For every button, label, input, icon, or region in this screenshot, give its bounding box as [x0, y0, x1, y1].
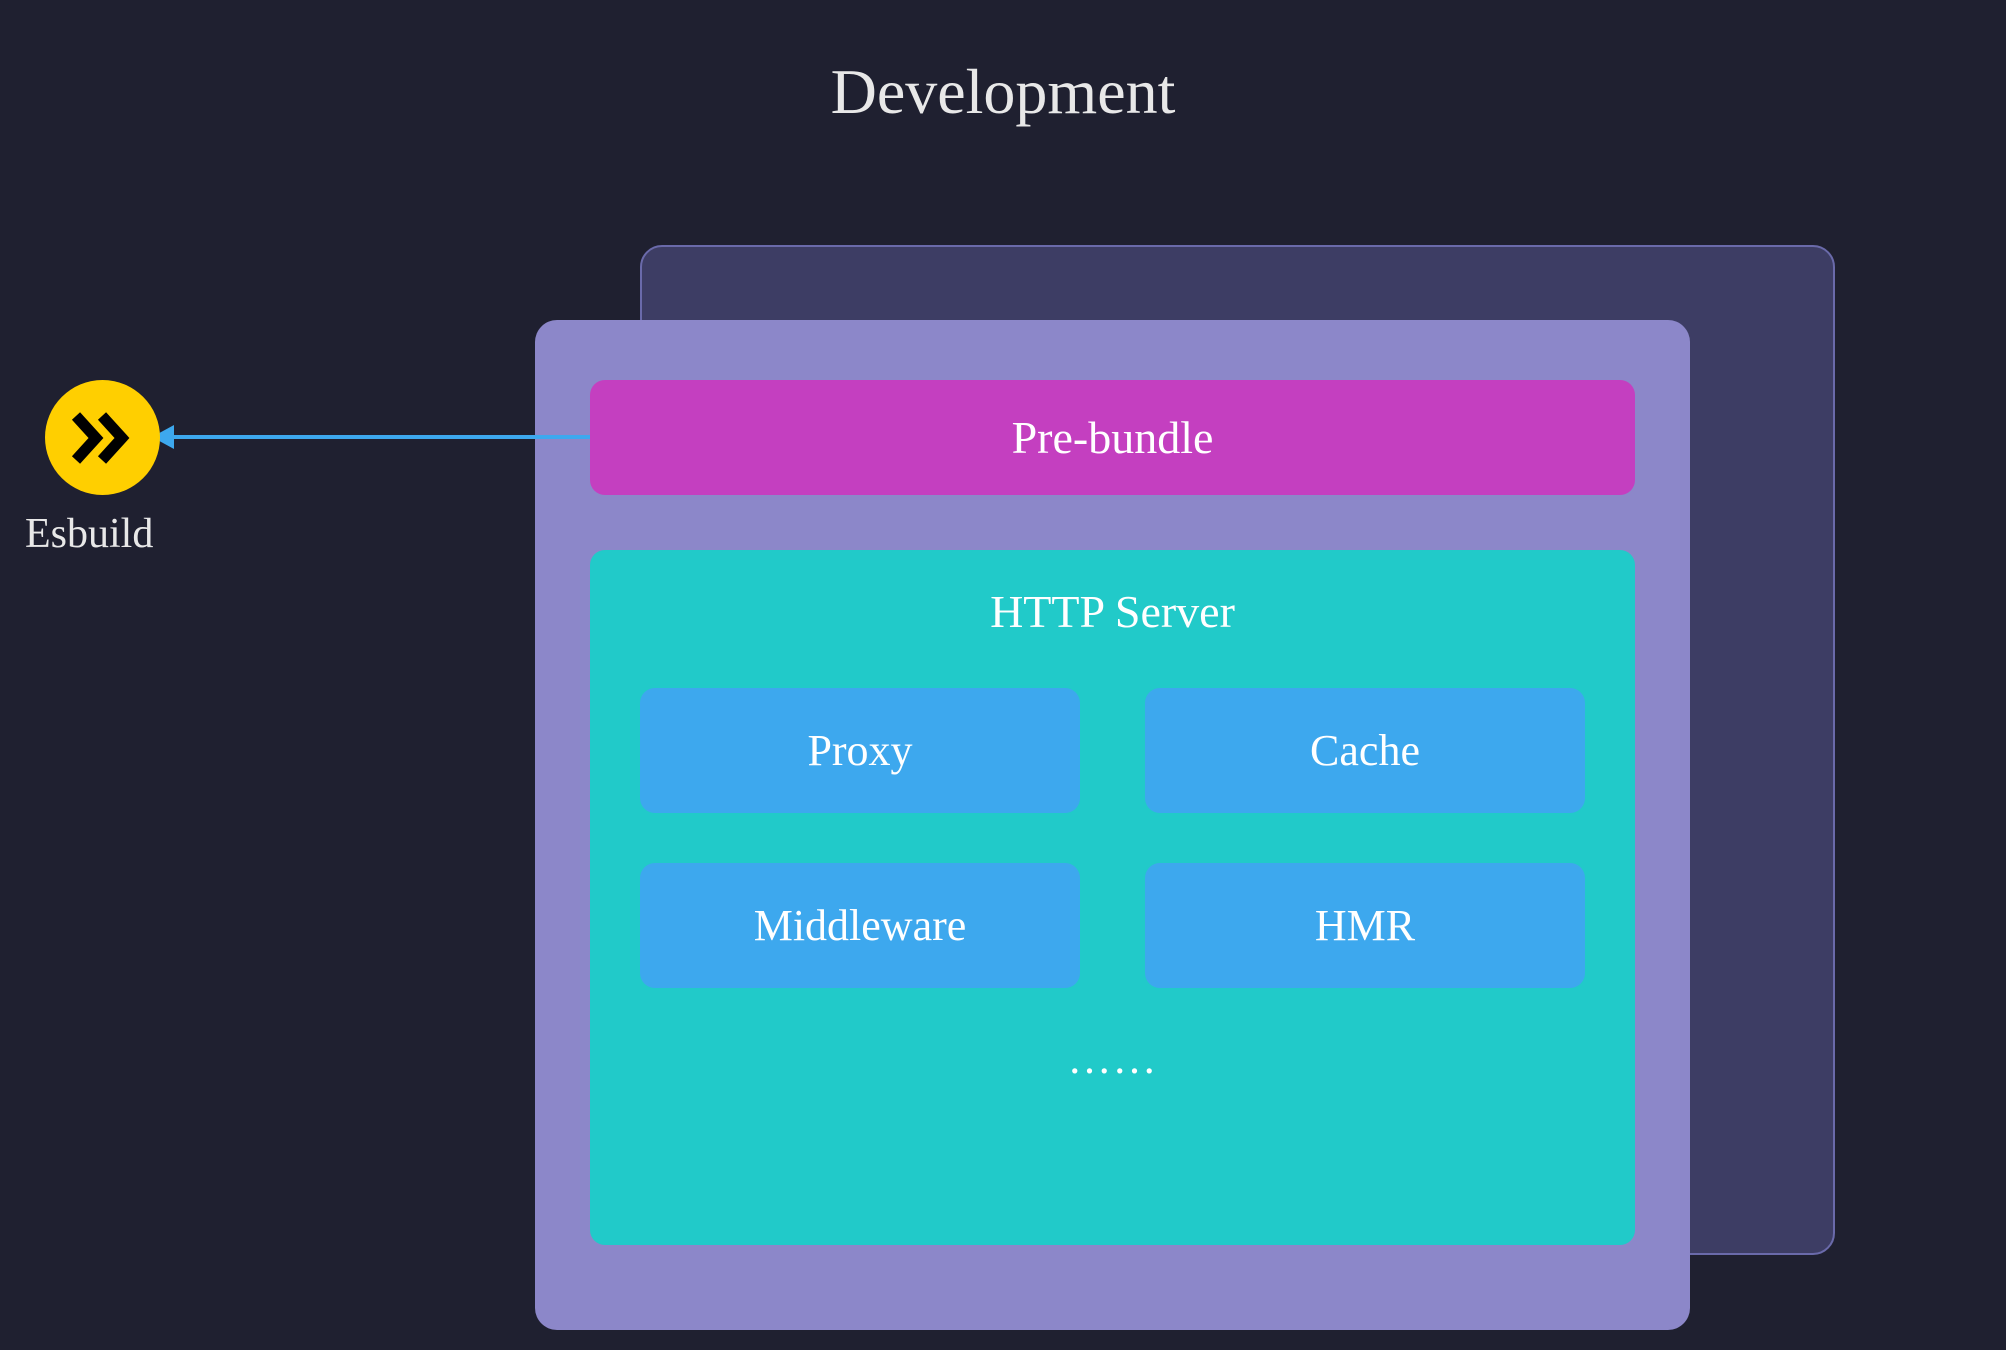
http-server-label: HTTP Server	[990, 585, 1235, 638]
esbuild-circle	[45, 380, 160, 495]
server-block-cache: Cache	[1145, 688, 1585, 813]
double-chevron-icon	[68, 408, 138, 468]
server-block-middleware: Middleware	[640, 863, 1080, 988]
hmr-label: HMR	[1315, 900, 1415, 951]
server-grid: Proxy Cache Middleware HMR	[640, 688, 1585, 988]
esbuild-label: Esbuild	[25, 510, 153, 558]
diagram-title: Development	[831, 55, 1176, 129]
pre-bundle-box: Pre-bundle	[590, 380, 1635, 495]
main-panel: Pre-bundle HTTP Server Proxy Cache Middl…	[535, 320, 1690, 1330]
http-server-box: HTTP Server Proxy Cache Middleware HMR ……	[590, 550, 1635, 1245]
server-block-hmr: HMR	[1145, 863, 1585, 988]
cache-label: Cache	[1310, 725, 1420, 776]
middleware-label: Middleware	[754, 900, 967, 951]
ellipsis-label: ……	[1068, 1033, 1158, 1084]
server-block-proxy: Proxy	[640, 688, 1080, 813]
pre-bundle-label: Pre-bundle	[1012, 411, 1214, 464]
arrow-line	[160, 435, 590, 439]
proxy-label: Proxy	[807, 725, 912, 776]
